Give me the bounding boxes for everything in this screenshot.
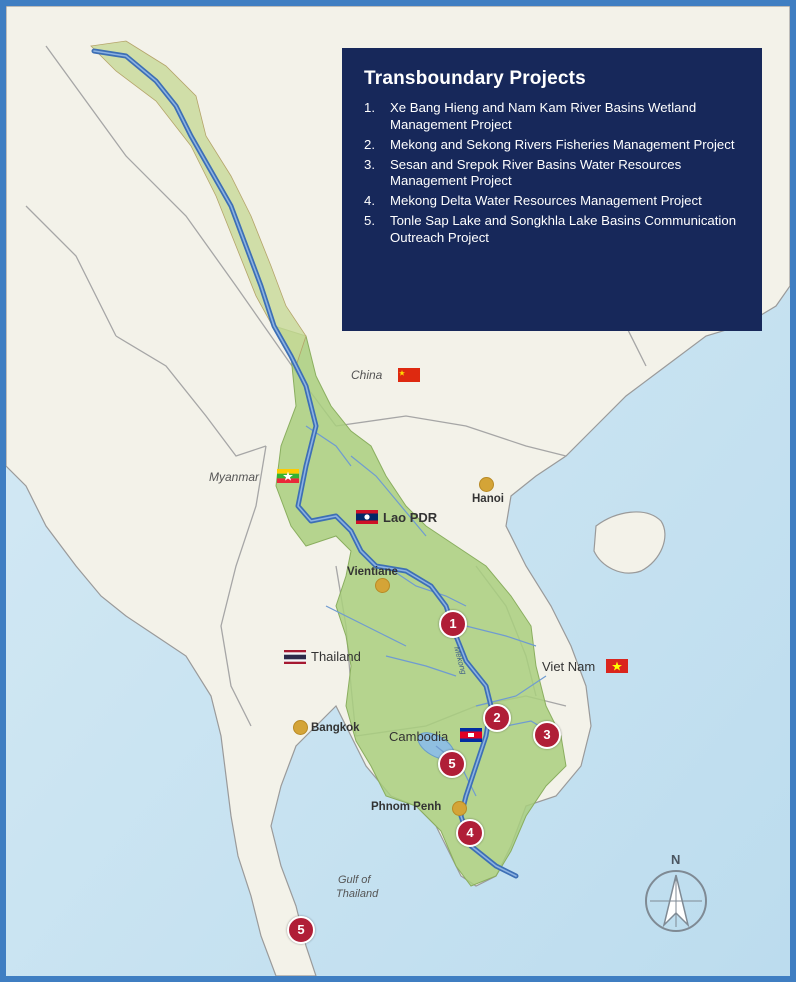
country-label-cambodia: Cambodia <box>389 729 449 744</box>
project-marker-2[interactable]: 2 <box>483 704 511 732</box>
city-dot-phnom-penh <box>452 801 467 816</box>
legend-item-number: 2. <box>364 136 375 152</box>
city-dot-vientiane <box>375 578 390 593</box>
cambodia-flag-icon <box>460 728 482 742</box>
city-label-vientiane: Vientiane <box>347 566 398 578</box>
country-label-lao: Lao PDR <box>383 510 438 525</box>
projects-legend: Transboundary Projects 1. Xe Bang Hieng a… <box>342 48 762 331</box>
compass-north-label: N <box>671 852 681 867</box>
country-label-myanmar: Myanmar <box>209 470 260 484</box>
legend-item-text: Mekong Delta Water Resources Management … <box>390 193 702 208</box>
city-label-phnom-penh: Phnom Penh <box>371 801 442 813</box>
legend-title: Transboundary Projects <box>364 68 586 89</box>
legend-item: 1. Xe Bang Hieng and Nam Kam River Basins… <box>364 100 740 133</box>
compass-ring <box>645 870 707 932</box>
china-flag-icon <box>398 368 420 382</box>
legend-list: 1. Xe Bang Hieng and Nam Kam River Basins… <box>364 100 740 246</box>
mekong-river-highlight <box>93 50 517 877</box>
thailand-flag-icon <box>284 650 306 664</box>
upper-basin-strip <box>90 40 307 367</box>
country-label-vietnam: Viet Nam <box>542 659 596 674</box>
legend-item-text: Xe Bang Hieng and Nam Kam River Basins W… <box>390 100 697 132</box>
gulf-label-line1: Gulf of <box>338 874 371 886</box>
legend-item-number: 3. <box>364 156 375 172</box>
mekong-basin-area <box>272 325 567 887</box>
legend-item: 3. Sesan and Srepok River Basins Water Re… <box>364 157 740 190</box>
legend-item: 2. Mekong and Sekong Rivers Fisheries Man… <box>364 137 740 154</box>
city-dot-bangkok <box>293 720 308 735</box>
project-marker-4[interactable]: 4 <box>456 819 484 847</box>
vietnam-flag-icon <box>606 659 628 673</box>
legend-item: 5. Tonle Sap Lake and Songkhla Lake Basin… <box>364 213 740 246</box>
gulf-label-line2: Thailand <box>336 888 379 900</box>
project-marker-1[interactable]: 1 <box>439 610 467 638</box>
legend-item-number: 4. <box>364 193 375 208</box>
myanmar-flag-icon <box>277 469 299 483</box>
compass-rose <box>645 870 707 932</box>
country-label-china: China <box>351 368 383 382</box>
city-dot-hanoi <box>479 477 494 492</box>
legend-item-number: 1. <box>364 100 375 115</box>
country-label-thailand: Thailand <box>311 649 361 664</box>
legend-item: 4. Mekong Delta Water Resources Managemen… <box>364 193 740 210</box>
project-marker-3[interactable]: 3 <box>533 721 561 749</box>
legend-item-text: Mekong and Sekong Rivers Fisheries Manag… <box>390 136 735 152</box>
project-marker-5-tonle-sap[interactable]: 5 <box>438 750 466 778</box>
legend-item-text: Tonle Sap Lake and Songkhla Lake Basins … <box>390 213 737 245</box>
city-label-bangkok: Bangkok <box>311 722 360 734</box>
project-marker-5-songkhla[interactable]: 5 <box>287 916 315 944</box>
city-label-hanoi: Hanoi <box>472 493 504 505</box>
legend-item-number: 5. <box>364 213 375 228</box>
legend-item-text: Sesan and Srepok River Basins Water Reso… <box>390 156 682 189</box>
lao-flag-icon <box>356 510 378 524</box>
hainan-island <box>593 511 666 574</box>
